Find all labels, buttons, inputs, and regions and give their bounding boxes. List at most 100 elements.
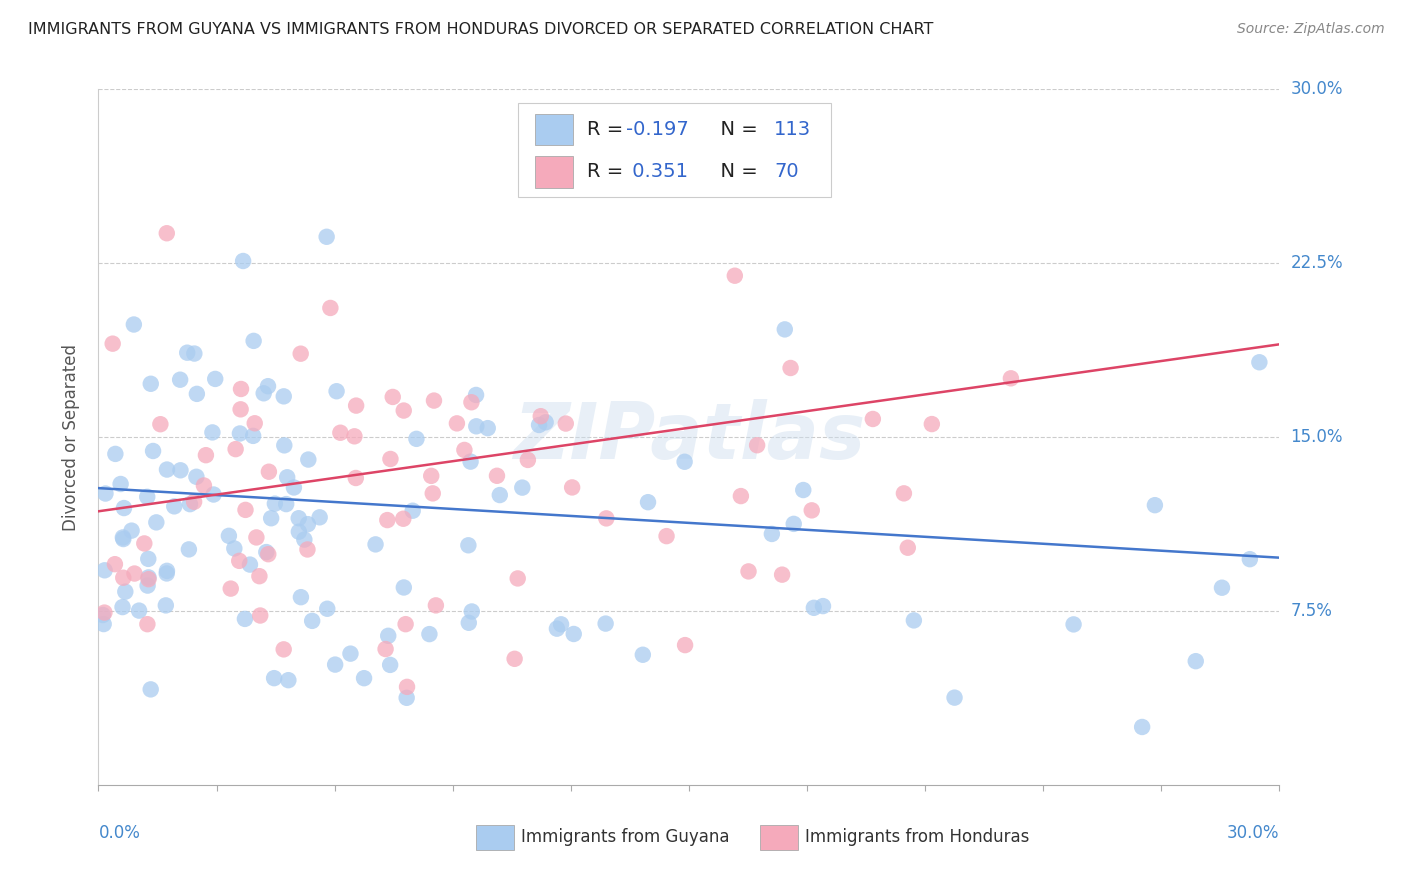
Point <box>297 542 319 557</box>
Point <box>392 512 415 526</box>
Point <box>422 486 444 500</box>
Point <box>546 622 568 636</box>
Point <box>465 388 488 402</box>
Point <box>276 497 298 511</box>
Text: 15.0%: 15.0% <box>1291 428 1343 446</box>
Point <box>862 412 884 426</box>
Point <box>93 617 115 632</box>
Point <box>380 452 402 467</box>
Point <box>550 617 572 632</box>
Point <box>253 386 276 401</box>
Point <box>477 421 499 435</box>
Point <box>319 301 342 315</box>
Point <box>392 581 415 595</box>
Point <box>460 455 482 469</box>
Point <box>554 417 576 431</box>
Point <box>288 524 311 539</box>
Point <box>276 470 298 484</box>
Point <box>254 545 277 559</box>
Point <box>149 417 172 432</box>
Point <box>460 395 482 409</box>
Point <box>136 617 159 632</box>
Point <box>779 361 801 376</box>
Point <box>378 657 401 672</box>
Point <box>156 564 179 578</box>
Point <box>1239 552 1261 566</box>
Point <box>136 552 159 566</box>
Point <box>395 690 418 705</box>
Point <box>114 584 136 599</box>
Point <box>111 531 134 545</box>
Point <box>394 617 416 632</box>
Point <box>229 382 252 396</box>
Point <box>94 486 117 500</box>
Point <box>169 373 191 387</box>
Point <box>510 481 533 495</box>
Point <box>122 318 145 332</box>
Point <box>446 417 468 431</box>
Point <box>273 642 295 657</box>
Point <box>377 629 399 643</box>
Point <box>506 571 529 585</box>
Point <box>273 389 295 403</box>
Point <box>183 495 205 509</box>
Point <box>339 647 361 661</box>
Point <box>1000 371 1022 385</box>
Point <box>219 582 242 596</box>
Bar <box>477 825 515 850</box>
Point <box>402 504 425 518</box>
Point <box>392 403 415 417</box>
Point <box>745 438 768 452</box>
Point <box>1143 498 1166 512</box>
Point <box>257 547 280 561</box>
Point <box>562 627 585 641</box>
Point <box>730 489 752 503</box>
Point <box>724 268 747 283</box>
Point <box>395 680 418 694</box>
Point <box>488 488 510 502</box>
Point <box>134 536 156 550</box>
Point <box>283 480 305 494</box>
Point <box>263 671 285 685</box>
Point <box>290 590 312 604</box>
Point <box>179 497 201 511</box>
Point <box>111 600 134 615</box>
Point <box>1249 355 1271 369</box>
Point <box>260 511 283 525</box>
Point <box>229 426 252 441</box>
Point <box>177 542 200 557</box>
Point <box>224 541 246 556</box>
Point <box>193 478 215 492</box>
Point <box>290 347 312 361</box>
Point <box>235 503 257 517</box>
Text: 0.0%: 0.0% <box>98 824 141 842</box>
Point <box>287 511 309 525</box>
Point <box>485 468 508 483</box>
Point <box>163 500 186 514</box>
Point <box>527 417 550 432</box>
Point <box>374 642 396 657</box>
Point <box>655 529 678 543</box>
Point <box>457 538 479 552</box>
Text: 113: 113 <box>773 120 811 139</box>
Point <box>277 673 299 688</box>
Point <box>792 483 814 497</box>
Point <box>155 599 177 613</box>
Text: Immigrants from Honduras: Immigrants from Honduras <box>804 828 1029 847</box>
Point <box>325 384 347 399</box>
Point <box>139 682 162 697</box>
Point <box>893 486 915 500</box>
Text: 7.5%: 7.5% <box>1291 602 1333 620</box>
Point <box>425 599 447 613</box>
Text: R =: R = <box>588 162 630 181</box>
Point <box>783 516 806 531</box>
Point <box>91 607 114 622</box>
Text: N =: N = <box>707 162 763 181</box>
Point <box>202 487 225 501</box>
Point <box>225 442 247 456</box>
Text: 30.0%: 30.0% <box>1227 824 1279 842</box>
Point <box>316 601 339 615</box>
Point <box>637 495 659 509</box>
Point <box>93 563 115 577</box>
Text: 0.351: 0.351 <box>626 162 689 181</box>
